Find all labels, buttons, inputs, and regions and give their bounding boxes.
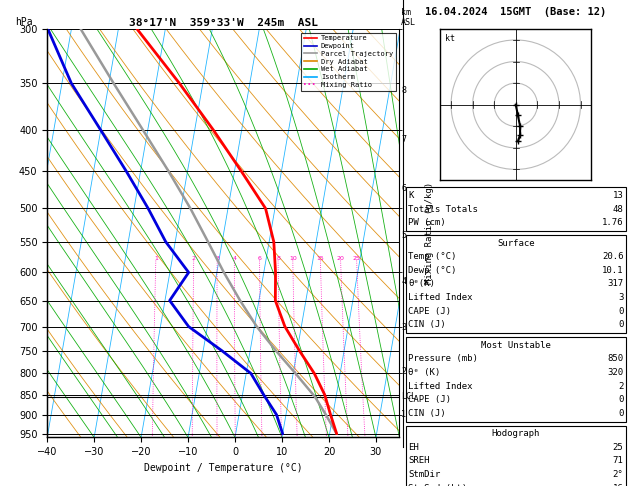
- Text: hPa: hPa: [16, 17, 33, 27]
- Text: 20.6: 20.6: [602, 252, 623, 261]
- Text: 0: 0: [618, 395, 623, 404]
- Text: Surface: Surface: [497, 239, 535, 248]
- Text: Totals Totals: Totals Totals: [408, 205, 478, 214]
- Text: 2: 2: [618, 382, 623, 391]
- Text: StmDir: StmDir: [408, 470, 440, 479]
- Text: 16: 16: [613, 484, 623, 486]
- Text: 25: 25: [613, 443, 623, 452]
- Text: 5: 5: [401, 231, 406, 240]
- Text: 16.04.2024  15GMT  (Base: 12): 16.04.2024 15GMT (Base: 12): [425, 7, 606, 17]
- Text: 2: 2: [192, 256, 196, 260]
- Text: 3: 3: [215, 256, 219, 260]
- Text: 1: 1: [154, 256, 158, 260]
- Text: 10: 10: [289, 256, 297, 260]
- Title: 38°17'N  359°33'W  245m  ASL: 38°17'N 359°33'W 245m ASL: [129, 18, 318, 28]
- Text: 13: 13: [613, 191, 623, 200]
- Text: 7: 7: [401, 135, 406, 144]
- Text: 6: 6: [401, 184, 406, 193]
- Text: θᵉ (K): θᵉ (K): [408, 368, 440, 377]
- Text: 3: 3: [401, 323, 406, 331]
- Text: 1: 1: [401, 410, 406, 419]
- Text: 48: 48: [613, 205, 623, 214]
- Text: θᵉ(K): θᵉ(K): [408, 279, 435, 289]
- Text: K: K: [408, 191, 414, 200]
- Text: Most Unstable: Most Unstable: [481, 341, 551, 350]
- Text: CIN (J): CIN (J): [408, 320, 446, 330]
- Text: 2°: 2°: [613, 470, 623, 479]
- Text: LCL: LCL: [401, 392, 416, 401]
- Text: 71: 71: [613, 456, 623, 466]
- Text: 0: 0: [618, 320, 623, 330]
- Text: Hodograph: Hodograph: [492, 429, 540, 438]
- Text: 6: 6: [258, 256, 262, 260]
- Text: SREH: SREH: [408, 456, 430, 466]
- Text: Temp (°C): Temp (°C): [408, 252, 457, 261]
- Text: 0: 0: [618, 307, 623, 316]
- Text: CAPE (J): CAPE (J): [408, 395, 451, 404]
- Text: 4: 4: [232, 256, 237, 260]
- Text: kt: kt: [445, 34, 455, 43]
- Text: CAPE (J): CAPE (J): [408, 307, 451, 316]
- Text: 25: 25: [353, 256, 360, 260]
- Text: 8: 8: [276, 256, 280, 260]
- Text: 2: 2: [401, 367, 406, 376]
- Text: PW (cm): PW (cm): [408, 218, 446, 227]
- Text: 317: 317: [607, 279, 623, 289]
- Text: 0: 0: [618, 409, 623, 418]
- Text: km
ASL: km ASL: [401, 8, 416, 27]
- X-axis label: Dewpoint / Temperature (°C): Dewpoint / Temperature (°C): [144, 463, 303, 473]
- Text: CIN (J): CIN (J): [408, 409, 446, 418]
- Text: 4: 4: [401, 277, 406, 286]
- Text: 15: 15: [316, 256, 325, 260]
- Text: EH: EH: [408, 443, 419, 452]
- Text: Dewp (°C): Dewp (°C): [408, 266, 457, 275]
- Text: 10.1: 10.1: [602, 266, 623, 275]
- Text: 1.76: 1.76: [602, 218, 623, 227]
- Text: 8: 8: [401, 86, 406, 95]
- Text: 3: 3: [618, 293, 623, 302]
- Text: Lifted Index: Lifted Index: [408, 293, 473, 302]
- Text: Pressure (mb): Pressure (mb): [408, 354, 478, 364]
- Text: 20: 20: [337, 256, 345, 260]
- Legend: Temperature, Dewpoint, Parcel Trajectory, Dry Adiabat, Wet Adiabat, Isotherm, Mi: Temperature, Dewpoint, Parcel Trajectory…: [301, 33, 396, 90]
- Text: 320: 320: [607, 368, 623, 377]
- Text: Mixing Ratio (g/kg): Mixing Ratio (g/kg): [425, 182, 434, 284]
- Text: Lifted Index: Lifted Index: [408, 382, 473, 391]
- Text: 850: 850: [607, 354, 623, 364]
- Text: StmSpd (kt): StmSpd (kt): [408, 484, 467, 486]
